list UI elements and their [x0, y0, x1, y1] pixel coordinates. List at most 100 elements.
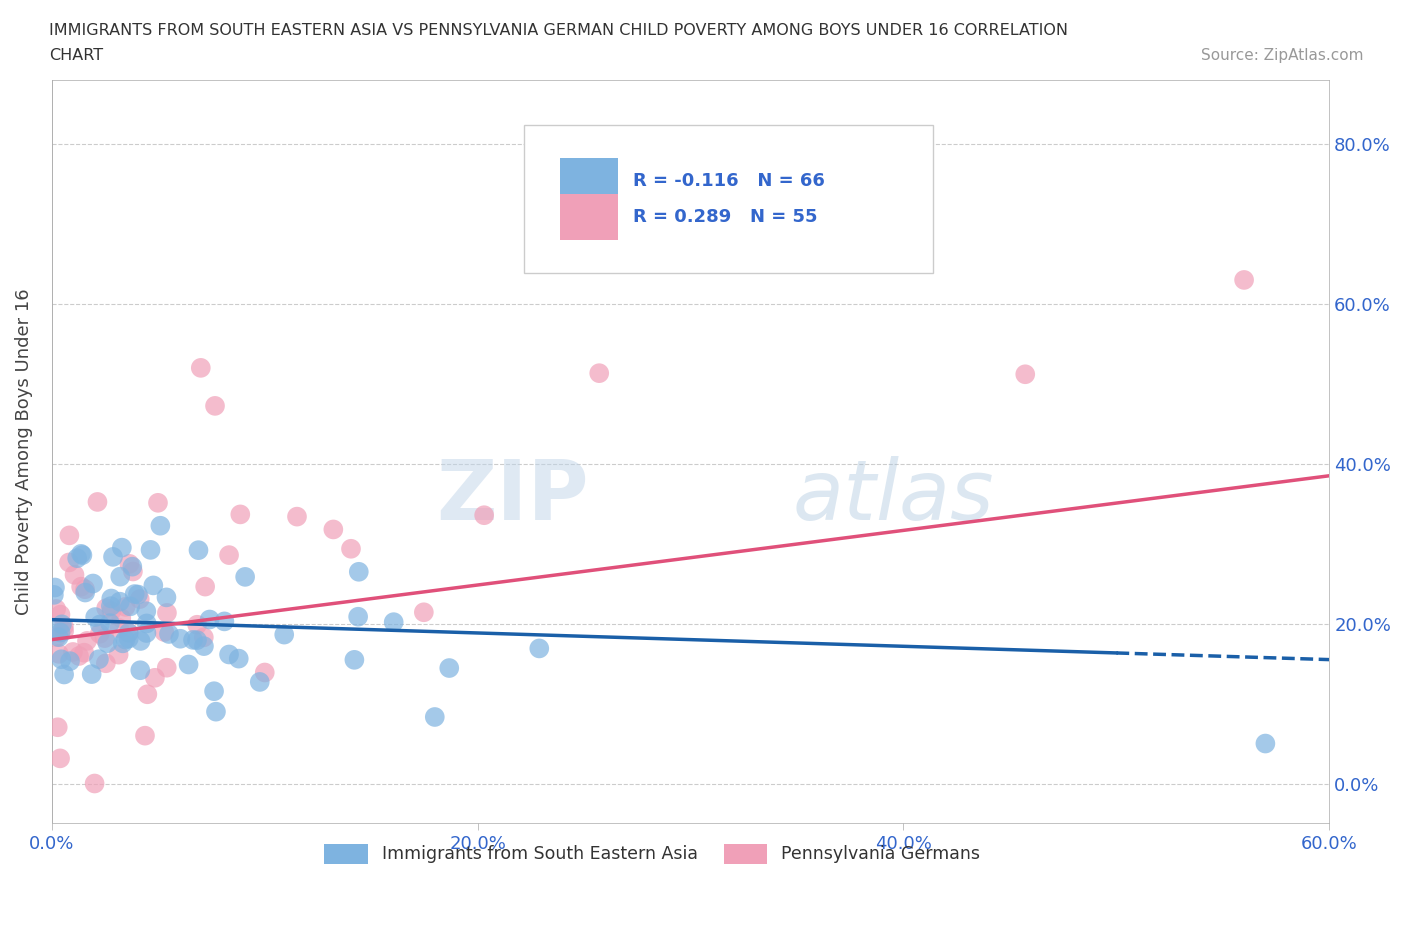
- Point: [66, 551, 89, 565]
- Point: [214, 614, 236, 629]
- Point: [190, 361, 212, 376]
- Point: [100, 604, 122, 618]
- Point: [127, 587, 149, 602]
- Point: [218, 548, 240, 563]
- Point: [529, 641, 551, 656]
- Point: [186, 618, 208, 632]
- Point: [181, 632, 204, 647]
- Text: R = -0.116   N = 66: R = -0.116 N = 66: [633, 172, 825, 191]
- Point: [1014, 366, 1036, 381]
- Point: [193, 639, 215, 654]
- Y-axis label: Child Poverty Among Boys Under 16: Child Poverty Among Boys Under 16: [15, 288, 32, 615]
- Point: [129, 663, 152, 678]
- Point: [89, 627, 111, 642]
- Point: [202, 684, 225, 698]
- Point: [118, 631, 141, 646]
- Point: [129, 633, 152, 648]
- Point: [169, 631, 191, 646]
- Text: ZIP: ZIP: [436, 456, 588, 537]
- Point: [80, 667, 103, 682]
- Point: [58, 528, 80, 543]
- Point: [101, 550, 124, 565]
- Point: [124, 587, 146, 602]
- Point: [70, 547, 93, 562]
- Point: [98, 616, 121, 631]
- Point: [63, 567, 86, 582]
- Point: [89, 618, 111, 632]
- Point: [118, 556, 141, 571]
- Point: [46, 720, 69, 735]
- Legend: Immigrants from South Eastern Asia, Pennsylvania Germans: Immigrants from South Eastern Asia, Penn…: [318, 837, 987, 870]
- Point: [100, 591, 122, 606]
- Point: [285, 510, 308, 525]
- Point: [186, 632, 208, 647]
- Point: [114, 632, 136, 647]
- Point: [117, 625, 139, 640]
- Point: [51, 652, 73, 667]
- Point: [193, 630, 215, 644]
- Point: [139, 542, 162, 557]
- Point: [111, 540, 134, 555]
- Point: [149, 518, 172, 533]
- Point: [82, 576, 104, 591]
- Point: [48, 646, 70, 661]
- Point: [83, 776, 105, 790]
- Point: [322, 522, 344, 537]
- Bar: [560, 158, 617, 205]
- Point: [59, 654, 82, 669]
- Point: [177, 658, 200, 672]
- Point: [198, 612, 221, 627]
- Point: [110, 569, 132, 584]
- Point: [52, 619, 75, 634]
- Point: [229, 507, 252, 522]
- Point: [120, 599, 142, 614]
- Point: [96, 601, 118, 616]
- Point: [62, 644, 84, 659]
- Point: [1254, 737, 1277, 751]
- Point: [111, 636, 134, 651]
- Point: [48, 630, 70, 644]
- Text: atlas: atlas: [793, 456, 994, 537]
- Point: [382, 615, 405, 630]
- Point: [134, 728, 156, 743]
- Point: [187, 543, 209, 558]
- Point: [118, 625, 141, 640]
- Point: [67, 648, 90, 663]
- Point: [70, 579, 93, 594]
- Point: [233, 569, 256, 584]
- Point: [114, 599, 136, 614]
- Point: [45, 602, 67, 617]
- Text: IMMIGRANTS FROM SOUTH EASTERN ASIA VS PENNSYLVANIA GERMAN CHILD POVERTY AMONG BO: IMMIGRANTS FROM SOUTH EASTERN ASIA VS PE…: [49, 23, 1069, 38]
- Point: [155, 590, 177, 604]
- FancyBboxPatch shape: [524, 125, 934, 273]
- Point: [107, 647, 129, 662]
- Point: [205, 704, 228, 719]
- Text: Source: ZipAtlas.com: Source: ZipAtlas.com: [1201, 48, 1364, 63]
- Point: [146, 496, 169, 511]
- Point: [204, 398, 226, 413]
- Point: [51, 617, 73, 631]
- Point: [194, 579, 217, 594]
- Point: [94, 656, 117, 671]
- Point: [472, 508, 495, 523]
- Point: [73, 645, 96, 660]
- Point: [273, 627, 295, 642]
- Point: [122, 564, 145, 578]
- Point: [49, 751, 72, 765]
- Point: [86, 495, 108, 510]
- Point: [45, 630, 67, 644]
- Point: [347, 609, 370, 624]
- Point: [1233, 272, 1256, 287]
- Point: [153, 625, 176, 640]
- Point: [108, 594, 131, 609]
- Text: R = 0.289   N = 55: R = 0.289 N = 55: [633, 208, 817, 226]
- Point: [249, 674, 271, 689]
- Point: [423, 710, 446, 724]
- Point: [87, 652, 110, 667]
- Point: [347, 565, 370, 579]
- Point: [343, 652, 366, 667]
- Point: [135, 616, 157, 631]
- Point: [156, 605, 179, 620]
- Point: [218, 647, 240, 662]
- Point: [53, 667, 76, 682]
